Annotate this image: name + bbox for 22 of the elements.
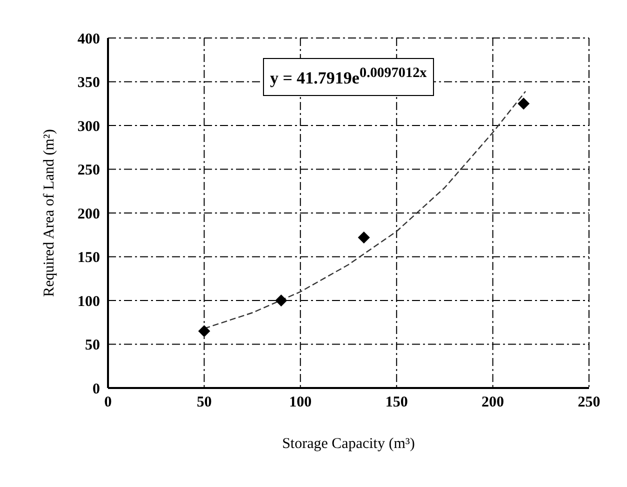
y-tick-label: 350 bbox=[78, 75, 100, 92]
x-tick-label: 100 bbox=[289, 394, 312, 411]
point bbox=[518, 98, 530, 110]
y-tick-label: 400 bbox=[78, 31, 100, 48]
point bbox=[275, 294, 288, 306]
x-tick-label: 0 bbox=[104, 394, 112, 411]
y-tick-label: 50 bbox=[85, 338, 100, 354]
point bbox=[198, 325, 210, 338]
point bbox=[358, 232, 370, 244]
x-axis-title: Storage Capacity (m³) bbox=[282, 436, 415, 452]
y-tick-label: 100 bbox=[78, 294, 100, 310]
x-tick-label: 150 bbox=[385, 394, 408, 411]
y-tick-label: 250 bbox=[78, 162, 100, 179]
annotation: y = 41.7919e$^{0.0097012x}$ bbox=[263, 58, 434, 96]
x-tick-label: 50 bbox=[196, 394, 212, 411]
y-tick-label: 0 bbox=[92, 381, 100, 398]
y-tick-label: 200 bbox=[78, 206, 100, 222]
x-tick-label: 200 bbox=[482, 394, 504, 411]
x-tick-label: 250 bbox=[578, 394, 600, 411]
y-tick-label: 150 bbox=[78, 250, 100, 266]
y-tick-label: 300 bbox=[78, 118, 100, 135]
y-axis-title: Required Area of Land (m²) bbox=[41, 129, 58, 297]
